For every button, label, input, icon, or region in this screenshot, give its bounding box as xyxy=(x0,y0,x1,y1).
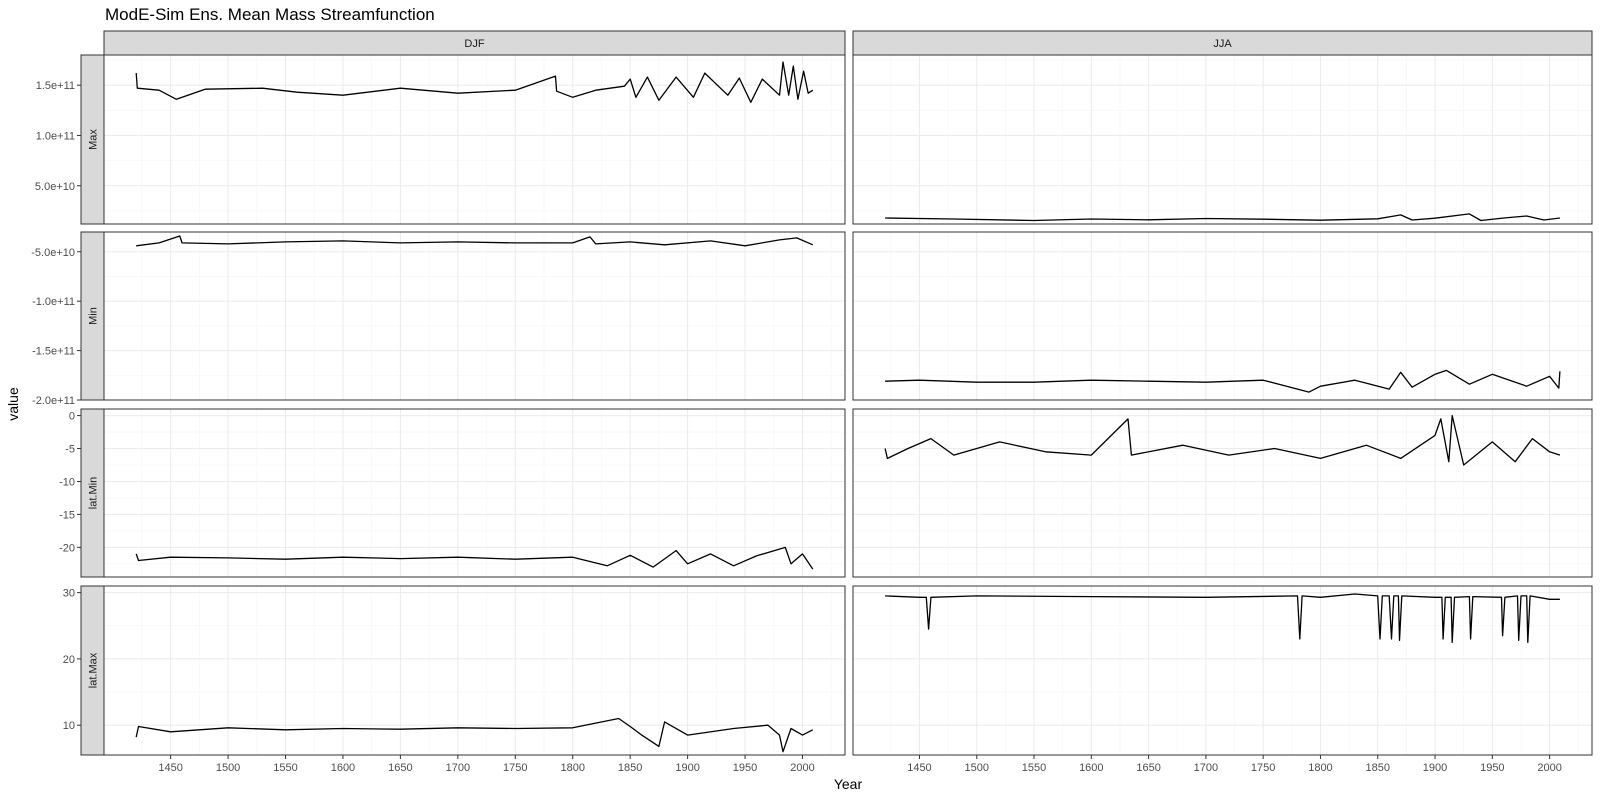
column-strip xyxy=(103,30,846,56)
y-tick-label: -1.0e+11 xyxy=(32,296,75,308)
panel-border xyxy=(103,408,846,578)
x-tick-label: 1950 xyxy=(733,762,757,774)
series-line-lat.Min-JJA xyxy=(884,414,1561,466)
y-tick-label: 10 xyxy=(63,720,75,732)
x-tick-label: 1800 xyxy=(1308,762,1332,774)
y-tick-label: -2.0e+11 xyxy=(32,395,75,407)
row-strip-label: Max xyxy=(88,129,100,150)
x-tick-label: 1950 xyxy=(1480,762,1504,774)
series-line-lat.Max-DJF xyxy=(135,717,814,753)
x-tick-label: 1450 xyxy=(158,762,182,774)
x-tick-label: 2000 xyxy=(1537,762,1561,774)
x-tick-label: 1750 xyxy=(503,762,527,774)
column-strip-label: DJF xyxy=(464,38,484,50)
panel-border xyxy=(852,585,1593,756)
y-tick-label: -20 xyxy=(59,542,75,554)
x-tick-label: 1850 xyxy=(618,762,642,774)
x-tick-label: 1850 xyxy=(1366,762,1390,774)
series-line-lat.Min-DJF xyxy=(135,546,814,570)
y-tick-label: 30 xyxy=(63,588,75,600)
x-tick-label: 1700 xyxy=(446,762,470,774)
panel-background xyxy=(104,55,845,224)
y-tick-label: -15 xyxy=(59,509,75,521)
x-tick-label: 1900 xyxy=(1423,762,1447,774)
y-tick-label: -5.0e+10 xyxy=(31,247,75,259)
row-strip-label: lat.Min xyxy=(88,477,100,509)
x-tick-label: 2000 xyxy=(790,762,814,774)
y-tick-label: 20 xyxy=(63,654,75,666)
panel-background xyxy=(104,232,845,400)
column-strip xyxy=(852,30,1593,56)
panel-border xyxy=(103,231,846,401)
x-tick-label: 1650 xyxy=(1136,762,1160,774)
y-tick-label: -5 xyxy=(65,444,75,456)
panel-background xyxy=(853,55,1592,224)
x-tick-label: 1900 xyxy=(675,762,699,774)
facet-panels: DJF JJA Max 5.0e+10 1.0e+11 1.5e+11 Min -5.0e+1… xyxy=(31,30,1593,774)
panel-border xyxy=(103,585,846,756)
x-tick-label: 1650 xyxy=(388,762,412,774)
panel-background xyxy=(853,232,1592,400)
y-tick-label: -10 xyxy=(59,476,75,488)
panel-background xyxy=(853,586,1592,755)
y-tick-label: 1.0e+11 xyxy=(36,130,75,142)
panel-border xyxy=(852,231,1593,401)
row-strip-label: Min xyxy=(88,307,100,325)
panel-background xyxy=(853,409,1592,577)
x-tick-label: 1450 xyxy=(907,762,931,774)
series-line-Max-JJA xyxy=(885,213,1560,222)
x-tick-label: 1700 xyxy=(1194,762,1218,774)
column-strip-label: JJA xyxy=(1213,38,1232,50)
panel-border xyxy=(852,408,1593,578)
panel-border xyxy=(852,54,1593,225)
y-tick-label: 1.5e+11 xyxy=(36,80,75,92)
x-tick-label: 1500 xyxy=(216,762,240,774)
series-line-Max-DJF xyxy=(135,61,814,103)
x-tick-label: 1500 xyxy=(964,762,988,774)
y-tick-label: 5.0e+10 xyxy=(35,181,75,193)
x-tick-label: 1550 xyxy=(1022,762,1046,774)
panel-background xyxy=(104,586,845,755)
x-tick-label: 1600 xyxy=(331,762,355,774)
row-strip-label: lat.Max xyxy=(88,652,100,688)
series-line-Min-JJA xyxy=(885,369,1561,393)
x-tick-label: 1750 xyxy=(1251,762,1275,774)
y-axis-title: value xyxy=(5,387,21,421)
series-line-lat.Max-JJA xyxy=(885,593,1560,643)
panel-background xyxy=(104,409,845,577)
chart-title: ModE-Sim Ens. Mean Mass Streamfunction xyxy=(105,5,435,24)
y-tick-label: -1.5e+11 xyxy=(32,346,75,358)
x-tick-label: 1550 xyxy=(273,762,297,774)
series-line-Min-DJF xyxy=(136,235,814,247)
x-tick-label: 1600 xyxy=(1079,762,1103,774)
panel-border xyxy=(103,54,846,225)
y-tick-label: 0 xyxy=(69,411,75,423)
x-tick-label: 1800 xyxy=(560,762,584,774)
x-axis-title: Year xyxy=(834,776,863,792)
